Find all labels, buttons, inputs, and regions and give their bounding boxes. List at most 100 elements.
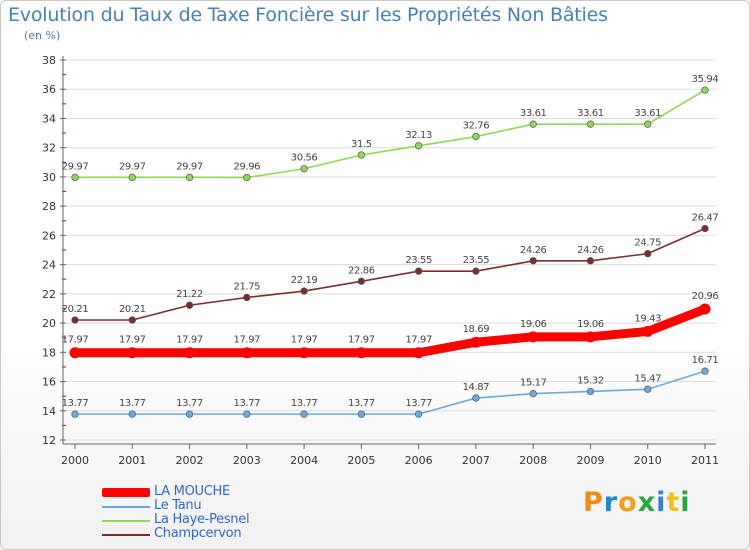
point-la-haye-pesnel-2007 [472, 132, 480, 141]
x-tick-label-2010: 2010 [634, 454, 662, 467]
data-label-la-haye-pesnel-2003: 29.96 [233, 162, 260, 173]
x-tick-label-2000: 2000 [61, 454, 89, 467]
logo-letter: x [637, 487, 657, 518]
data-label-le-tanu-2000: 13.77 [62, 398, 89, 409]
point-la-mouche-2009 [584, 331, 596, 343]
y-tick-label-34: 34 [42, 112, 56, 125]
point-la-mouche-2005 [355, 347, 367, 359]
data-label-la-mouche-2000: 17.97 [62, 335, 89, 346]
data-label-champcervon-2010: 24.75 [634, 238, 661, 249]
point-la-haye-pesnel-2005 [357, 151, 366, 159]
point-le-tanu-2003 [243, 410, 251, 418]
data-label-champcervon-2007: 23.55 [463, 255, 490, 266]
point-la-haye-pesnel-2003 [243, 173, 251, 182]
logo-letter: t [666, 487, 681, 518]
x-tick-label-2007: 2007 [462, 454, 490, 467]
data-label-la-haye-pesnel-2007: 32.76 [463, 121, 490, 132]
point-champcervon-2002 [185, 301, 194, 309]
point-la-mouche-2011 [699, 303, 711, 315]
point-champcervon-2005 [357, 277, 366, 285]
data-label-la-mouche-2006: 17.97 [405, 335, 432, 346]
legend-label-la-haye-pesnel: La Haye-Pesnel [154, 512, 250, 527]
point-la-mouche-2003 [241, 347, 253, 359]
point-champcervon-2010 [644, 250, 652, 258]
point-le-tanu-2011 [701, 367, 709, 375]
data-label-la-mouche-2002: 17.97 [176, 335, 203, 346]
x-tick-label-2011: 2011 [691, 454, 719, 467]
point-le-tanu-2006 [414, 410, 423, 418]
point-le-tanu-2004 [300, 410, 308, 418]
data-label-la-haye-pesnel-2001: 29.97 [119, 161, 146, 172]
point-le-tanu-2002 [185, 410, 194, 418]
data-label-champcervon-2004: 22.19 [291, 275, 318, 286]
point-la-haye-pesnel-2000 [71, 173, 79, 182]
data-label-la-haye-pesnel-2004: 30.56 [291, 153, 318, 164]
legend-label-le-tanu: Le Tanu [154, 498, 202, 513]
logo-letter: P [583, 487, 604, 518]
data-label-champcervon-2008: 24.26 [520, 245, 547, 256]
series-line-la-mouche [70, 304, 710, 358]
point-le-tanu-2009 [586, 387, 595, 396]
point-la-haye-pesnel-2009 [586, 120, 595, 128]
y-tick-label-18: 18 [42, 346, 56, 359]
y-tick-label-32: 32 [42, 142, 56, 155]
data-label-le-tanu-2004: 13.77 [291, 398, 318, 409]
data-label-la-haye-pesnel-2002: 29.97 [176, 161, 203, 172]
data-label-la-haye-pesnel-2011: 35.94 [692, 74, 719, 85]
point-champcervon-2006 [414, 267, 423, 275]
data-label-champcervon-2009: 24.26 [577, 245, 604, 256]
y-tick-label-36: 36 [42, 83, 56, 96]
point-champcervon-2008 [529, 257, 537, 265]
point-champcervon-2004 [300, 287, 308, 295]
y-tick-label-24: 24 [42, 259, 56, 272]
y-tick-label-28: 28 [42, 200, 56, 213]
data-label-champcervon-2001: 20.21 [119, 304, 146, 315]
point-champcervon-2007 [472, 267, 480, 275]
legend-swatch-le-tanu [102, 506, 150, 508]
point-la-haye-pesnel-2011 [701, 86, 709, 94]
axes: 12 14 16 18 20 22 24 26 28 30 32 34 36 38 2000 2001 2002… [42, 54, 719, 467]
y-tick-label-12: 12 [42, 434, 56, 447]
point-la-mouche-2004 [298, 347, 310, 359]
x-tick-label-2005: 2005 [347, 454, 375, 467]
chart-title: Evolution du Taux de Taxe Foncière sur l… [8, 4, 608, 26]
data-label-la-haye-pesnel-2006: 32.13 [405, 130, 432, 141]
y-tick-label-30: 30 [42, 171, 56, 184]
data-label-la-mouche-2009: 19.06 [577, 319, 604, 330]
point-la-mouche-2007 [470, 336, 482, 348]
chart-unit: (en %) [24, 29, 61, 42]
point-la-mouche-2000 [69, 347, 81, 359]
point-le-tanu-2000 [71, 410, 79, 418]
data-label-la-mouche-2007: 18.69 [463, 324, 490, 335]
point-la-mouche-2001 [126, 347, 138, 359]
x-tick-label-2009: 2009 [576, 454, 604, 467]
data-label-la-haye-pesnel-2000: 29.97 [62, 161, 89, 172]
series-line-la-haye-pesnel [74, 89, 706, 179]
data-label-la-haye-pesnel-2005: 31.5 [351, 139, 372, 150]
point-champcervon-2003 [243, 293, 251, 302]
logo-letter: i [680, 487, 691, 518]
grid-lines [63, 59, 716, 441]
data-label-la-mouche-2004: 17.97 [291, 335, 318, 346]
data-label-la-mouche-2010: 19.43 [634, 313, 661, 324]
logo-letter: o [618, 487, 638, 518]
data-label-champcervon-2002: 21.22 [176, 289, 203, 300]
data-label-champcervon-2005: 22.86 [348, 265, 375, 276]
logo-letter: i [656, 487, 667, 518]
data-label-le-tanu-2011: 16.71 [692, 355, 719, 366]
legend-label-la-mouche: LA MOUCHE [154, 484, 230, 499]
x-tick-label-2004: 2004 [290, 454, 318, 467]
data-label-le-tanu-2003: 13.77 [233, 398, 260, 409]
data-label-le-tanu-2009: 15.32 [577, 375, 604, 386]
x-tick-label-2003: 2003 [233, 454, 261, 467]
data-label-champcervon-2003: 21.75 [233, 282, 260, 293]
data-label-champcervon-2006: 23.55 [405, 255, 432, 266]
data-label-le-tanu-2007: 14.87 [463, 382, 490, 393]
data-label-champcervon-2011: 26.47 [692, 213, 719, 224]
x-tick-label-2001: 2001 [118, 454, 146, 467]
point-champcervon-2001 [128, 316, 136, 324]
data-label-la-mouche-2003: 17.97 [233, 335, 260, 346]
y-tick-label-14: 14 [42, 405, 56, 418]
data-label-le-tanu-2008: 15.17 [520, 378, 547, 389]
